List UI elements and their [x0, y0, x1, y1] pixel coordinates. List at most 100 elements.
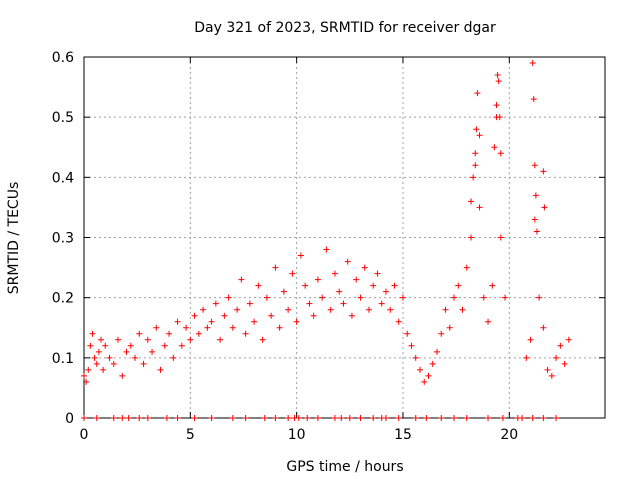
- data-point: [463, 264, 470, 271]
- data-point: [421, 378, 428, 385]
- data-point: [557, 342, 564, 349]
- data-point: [93, 360, 100, 367]
- data-point: [438, 330, 445, 337]
- data-point: [310, 312, 317, 319]
- data-point: [494, 72, 501, 79]
- data-point: [468, 198, 475, 205]
- data-point: [540, 324, 547, 331]
- data-point: [425, 372, 432, 379]
- data-point: [523, 354, 530, 361]
- data-point: [259, 336, 266, 343]
- data-point: [496, 114, 503, 121]
- data-point: [200, 306, 207, 313]
- data-point: [519, 415, 526, 421]
- data-point: [331, 415, 338, 421]
- data-point: [91, 354, 98, 361]
- y-tick-label: 0.1: [52, 351, 74, 367]
- data-point: [191, 415, 198, 421]
- data-point: [365, 306, 372, 313]
- data-point: [423, 415, 430, 421]
- y-tick-label: 0.3: [52, 231, 74, 247]
- data-point: [531, 162, 538, 169]
- data-point: [93, 415, 100, 421]
- data-point: [533, 228, 540, 235]
- data-point: [463, 415, 470, 421]
- data-point: [548, 372, 555, 379]
- data-point: [455, 282, 462, 289]
- data-point: [289, 270, 296, 277]
- data-point: [170, 354, 177, 361]
- data-point: [529, 60, 536, 67]
- data-point: [285, 306, 292, 313]
- data-point: [472, 150, 479, 157]
- x-axis-label: GPS time / hours: [286, 459, 403, 475]
- data-point: [499, 415, 506, 421]
- y-tick-label: 0.6: [52, 50, 74, 66]
- data-point: [344, 258, 351, 265]
- data-point: [495, 78, 502, 85]
- data-point: [323, 246, 330, 253]
- data-point: [304, 415, 311, 421]
- data-point: [261, 415, 268, 421]
- data-point: [293, 318, 300, 325]
- data-point: [446, 324, 453, 331]
- data-point: [174, 415, 181, 421]
- data-point: [438, 415, 445, 421]
- points: [81, 60, 572, 421]
- data-point: [412, 354, 419, 361]
- data-point: [541, 204, 548, 211]
- data-point: [144, 336, 151, 343]
- data-point: [255, 282, 262, 289]
- data-point: [553, 415, 560, 421]
- data-point: [297, 252, 304, 259]
- data-point: [246, 300, 253, 307]
- data-point: [115, 336, 122, 343]
- data-point: [553, 354, 560, 361]
- data-point: [161, 342, 168, 349]
- data-point: [527, 336, 534, 343]
- data-point: [302, 282, 309, 289]
- data-point: [140, 360, 147, 367]
- data-point: [195, 330, 202, 337]
- data-point: [295, 415, 302, 421]
- data-point: [357, 415, 364, 421]
- data-point: [149, 348, 156, 355]
- data-point: [208, 318, 215, 325]
- chart-title: Day 321 of 2023, SRMTID for receiver dga…: [194, 20, 496, 36]
- data-point: [331, 270, 338, 277]
- y-tick-label: 0.2: [52, 291, 74, 307]
- y-tick-label: 0.5: [52, 110, 74, 126]
- data-point: [81, 415, 87, 421]
- data-point: [178, 342, 185, 349]
- grid: [84, 57, 605, 418]
- data-point: [212, 300, 219, 307]
- data-point: [119, 415, 126, 421]
- data-point: [544, 366, 551, 373]
- data-point: [217, 336, 224, 343]
- data-point: [110, 415, 117, 421]
- data-point: [491, 144, 498, 151]
- x-tick-label: 5: [186, 427, 195, 443]
- data-point: [429, 360, 436, 367]
- data-point: [276, 324, 283, 331]
- data-point: [476, 132, 483, 139]
- data-point: [157, 366, 164, 373]
- data-point: [532, 192, 539, 199]
- data-point: [374, 270, 381, 277]
- data-point: [191, 312, 198, 319]
- data-point: [251, 318, 258, 325]
- data-point: [470, 174, 477, 181]
- data-point: [174, 318, 181, 325]
- data-point: [242, 415, 249, 421]
- data-point: [89, 330, 96, 337]
- data-point: [382, 415, 389, 421]
- data-point: [531, 216, 538, 223]
- data-point: [225, 294, 232, 301]
- data-point: [119, 372, 126, 379]
- data-point: [272, 415, 279, 421]
- data-point: [144, 415, 151, 421]
- data-point: [387, 306, 394, 313]
- data-point: [127, 342, 134, 349]
- data-point: [238, 276, 245, 283]
- data-point: [412, 415, 419, 421]
